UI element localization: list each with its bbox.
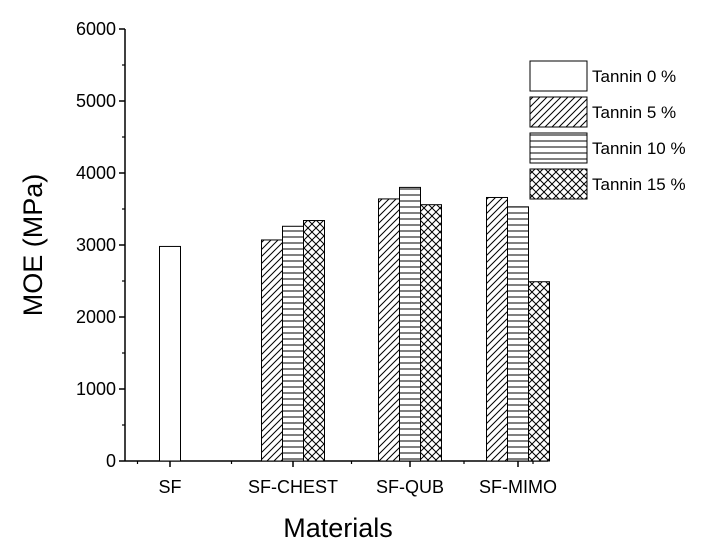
- bars: [159, 186, 550, 462]
- x-tick-label-sf-chest: SF-CHEST: [248, 477, 338, 497]
- y-tick-label: 5000: [76, 91, 116, 111]
- bar-sf-chest-tannin-10: [282, 225, 304, 462]
- legend-swatch-tannin-0: [529, 60, 588, 92]
- bar-sf-chest-tannin-5: [261, 239, 283, 462]
- legend-swatch-tannin-15: [529, 168, 588, 200]
- y-tick-label: 6000: [76, 19, 116, 39]
- bar-sf-mimo-tannin-5: [486, 196, 508, 462]
- bar-sf-chest-tannin-15: [303, 220, 325, 462]
- x-tick-label-sf-mimo: SF-MIMO: [479, 477, 557, 497]
- y-tick-label: 4000: [76, 163, 116, 183]
- y-tick-label: 2000: [76, 307, 116, 327]
- y-axis-title: MOE (MPa): [18, 174, 48, 317]
- bar-sf-mimo-tannin-15: [528, 281, 550, 462]
- y-tick-label: 1000: [76, 379, 116, 399]
- bar-sf-qub-tannin-15: [420, 204, 442, 462]
- legend: Tannin 0 % Tannin 5 % Tannin 10 % Tannin 15…: [529, 60, 686, 200]
- x-axis-title: Materials: [283, 513, 393, 543]
- bar-sf-mimo-tannin-10: [507, 206, 529, 462]
- bar-sf-tannin-0: [159, 245, 181, 462]
- bar-sf-qub-tannin-10: [399, 186, 421, 462]
- x-tick-label-sf-qub: SF-QUB: [376, 477, 444, 497]
- legend-label-tannin-15: Tannin 15 %: [592, 175, 686, 194]
- y-tick-label: 3000: [76, 235, 116, 255]
- y-tick-label: 0: [106, 451, 116, 471]
- x-tick-label-sf: SF: [158, 477, 181, 497]
- bar-sf-qub-tannin-5: [378, 198, 400, 462]
- legend-label-tannin-5: Tannin 5 %: [592, 103, 676, 122]
- axis-titles: MOE (MPa) Materials: [18, 174, 393, 543]
- axes: 0 1000 2000 3000 4000 5000 6000 SF SF-CHEST SF-QU…: [76, 19, 557, 497]
- legend-label-tannin-0: Tannin 0 %: [592, 67, 676, 86]
- legend-swatch-tannin-10: [529, 132, 588, 164]
- legend-label-tannin-10: Tannin 10 %: [592, 139, 686, 158]
- legend-swatch-tannin-5: [529, 96, 588, 128]
